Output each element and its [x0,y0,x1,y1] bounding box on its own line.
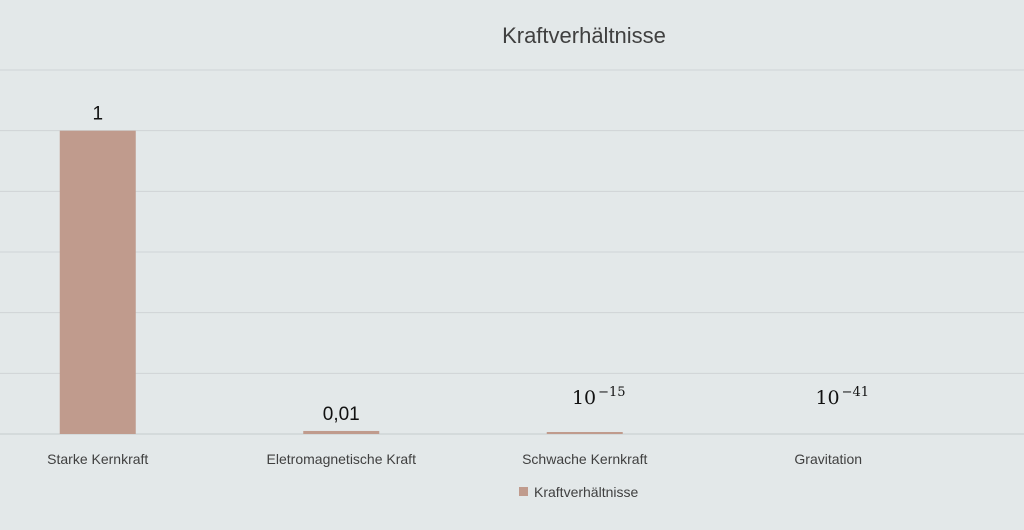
bar-starke-kernkraft [59,130,136,434]
legend: Kraftverhältnisse [519,484,638,500]
data-label: 10 −41 [815,385,869,409]
legend-swatch [519,487,528,496]
category-label: Gravitation [794,451,862,467]
category-label: Schwache Kernkraft [522,451,647,467]
category-axis-labels: Starke Kernkraft Eletromagnetische Kraft S… [47,451,862,467]
gridlines [0,69,1024,435]
bar-series [59,130,623,434]
chart-title: Kraftverhältnisse [502,23,666,48]
data-labels: 1 0,01 10 −15 10 −41 [92,104,869,425]
data-label: 0,01 [323,404,360,425]
category-label: Starke Kernkraft [47,451,148,467]
data-label: 10 −15 [572,385,626,409]
category-label: Eletromagnetische Kraft [267,451,417,467]
bar-schwache-kernkraft [546,432,623,434]
legend-label: Kraftverhältnisse [534,484,638,500]
data-label: 1 [92,104,103,125]
bar-eletromagnetische-kraft [303,430,380,434]
